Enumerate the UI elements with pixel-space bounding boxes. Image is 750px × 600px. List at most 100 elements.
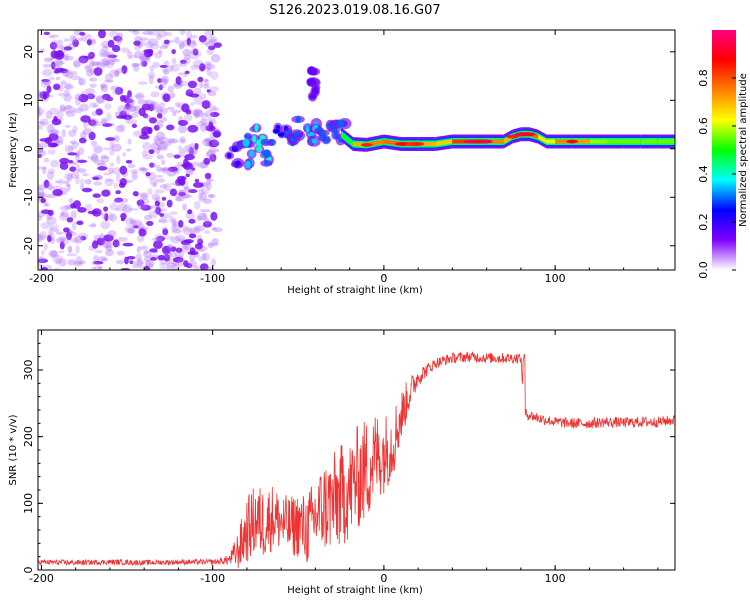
noise-speckle [77, 168, 87, 174]
transition-blob [307, 66, 316, 75]
noise-speckle [72, 39, 79, 47]
noise-speckle [199, 93, 207, 100]
noise-speckle [134, 35, 143, 42]
noise-speckle [89, 102, 97, 108]
noise-speckle [142, 153, 153, 160]
noise-speckle [38, 215, 43, 221]
noise-speckle [85, 88, 96, 95]
noise-speckle [125, 98, 136, 106]
noise-speckle [66, 183, 71, 192]
noise-speckle [113, 134, 120, 143]
noise-speckle [54, 58, 64, 68]
noise-speckle [155, 147, 161, 155]
noise-speckle [183, 158, 189, 168]
noise-speckle [209, 153, 217, 162]
noise-speckle [96, 162, 107, 167]
noise-speckle [107, 212, 114, 221]
noise-speckle [75, 255, 83, 265]
noise-speckle [128, 227, 136, 234]
noise-speckle [41, 267, 48, 270]
noise-speckle [78, 260, 86, 265]
noise-speckle [76, 220, 84, 225]
noise-speckle [59, 106, 66, 112]
noise-speckle [194, 178, 200, 183]
spectrogram-x-tick-label: 100 [545, 272, 566, 285]
noise-speckle [182, 203, 188, 211]
noise-speckle [151, 237, 162, 242]
noise-speckle [45, 193, 57, 199]
noise-speckle [162, 228, 169, 236]
noise-speckle [104, 239, 114, 249]
noise-speckle [206, 178, 212, 185]
noise-speckle [70, 75, 81, 81]
noise-speckle [129, 217, 134, 224]
noise-speckle [103, 147, 113, 151]
noise-speckle [193, 110, 199, 119]
noise-speckle [74, 164, 81, 173]
noise-speckle [140, 37, 149, 41]
noise-speckle [118, 123, 126, 132]
noise-speckle [59, 205, 70, 211]
noise-speckle [160, 116, 168, 123]
noise-speckle [71, 221, 77, 231]
noise-speckle [200, 117, 207, 126]
noise-speckle [179, 138, 185, 143]
noise-speckle [119, 178, 128, 186]
ridge-peak [523, 132, 536, 137]
noise-speckle [126, 255, 136, 260]
noise-speckle [204, 41, 216, 48]
noise-speckle [43, 203, 50, 207]
noise-speckle [131, 219, 143, 227]
noise-speckle [161, 196, 167, 201]
noise-speckle [52, 189, 63, 197]
noise-speckle [128, 101, 134, 109]
noise-speckle [163, 60, 170, 66]
noise-speckle [90, 222, 97, 228]
noise-speckle [115, 190, 121, 195]
noise-speckle [163, 183, 172, 192]
noise-speckle [78, 55, 89, 64]
noise-speckle [58, 117, 64, 122]
colorbar-tick-label: 0.8 [697, 69, 710, 87]
ridge-peak [360, 143, 373, 147]
noise-speckle [79, 184, 85, 190]
noise-speckle [156, 112, 163, 119]
noise-speckle [203, 138, 211, 143]
noise-speckle [127, 50, 133, 60]
noise-speckle [133, 260, 145, 266]
noise-speckle [154, 200, 160, 207]
noise-speckle [58, 92, 65, 97]
noise-speckle [145, 41, 154, 49]
noise-speckle [160, 140, 168, 150]
noise-speckle [210, 53, 221, 63]
noise-speckle [110, 58, 120, 63]
noise-speckle [48, 133, 59, 141]
transition-blob [256, 145, 263, 153]
noise-speckle [166, 199, 173, 208]
noise-speckle [64, 124, 71, 128]
noise-speckle [149, 65, 155, 73]
noise-speckle [69, 34, 77, 43]
noise-speckle [198, 256, 203, 262]
noise-speckle [122, 242, 134, 247]
noise-speckle [125, 116, 130, 124]
noise-speckle [78, 77, 84, 86]
ridge-segment [341, 132, 354, 146]
noise-speckle [143, 214, 153, 221]
noise-speckle [210, 157, 216, 161]
transition-blob [337, 119, 344, 128]
noise-speckle [161, 245, 171, 255]
noise-speckle [165, 141, 172, 146]
noise-speckle [62, 70, 71, 78]
noise-speckle [157, 30, 167, 38]
noise-speckle [96, 198, 104, 204]
noise-speckle [87, 156, 94, 160]
noise-speckle [137, 99, 149, 105]
transition-blob [259, 135, 266, 140]
noise-speckle [157, 219, 169, 224]
noise-speckle [159, 64, 168, 68]
noise-speckle [38, 258, 48, 264]
noise-speckle [149, 248, 158, 253]
noise-speckle [194, 112, 201, 118]
noise-speckle [38, 107, 45, 116]
